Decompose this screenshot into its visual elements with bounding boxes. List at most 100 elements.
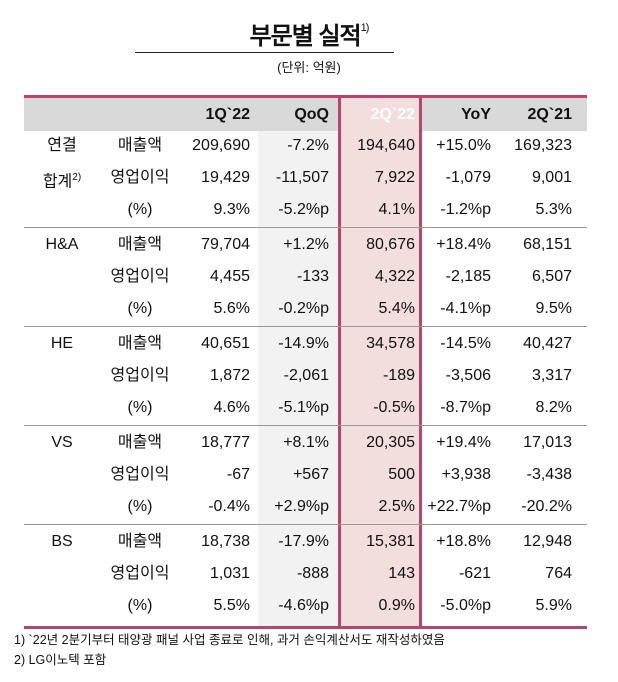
row-label: 영업이익 bbox=[110, 268, 170, 285]
row-label: 영업이익 bbox=[110, 466, 170, 483]
table-cell: 18,738 bbox=[201, 533, 250, 550]
group-separator bbox=[24, 326, 587, 327]
table-cell: 68,151 bbox=[523, 236, 572, 253]
table-cell: -0.5% bbox=[373, 399, 415, 416]
table-cell: 143 bbox=[388, 565, 415, 582]
table-cell: 12,948 bbox=[523, 533, 572, 550]
table-cell: -4.6%p bbox=[278, 597, 329, 614]
column-header: 1Q`22 bbox=[205, 106, 250, 123]
table-cell: -20.2% bbox=[521, 498, 572, 515]
group-separator bbox=[24, 227, 587, 228]
table-cell: 18,777 bbox=[201, 434, 250, 451]
table-cell: -5.2%p bbox=[278, 201, 329, 218]
group-footnote-mark: 2) bbox=[72, 172, 82, 183]
row-label: 매출액 bbox=[117, 236, 163, 253]
table-cell: -621 bbox=[458, 565, 491, 582]
table-cell: -1,079 bbox=[445, 169, 491, 186]
table-cell: -3,438 bbox=[526, 466, 572, 483]
row-label: 영업이익 bbox=[110, 565, 170, 582]
table-cell: +8.1% bbox=[283, 434, 329, 451]
table-cell: 5.4% bbox=[378, 300, 415, 317]
table-cell: +3,938 bbox=[441, 466, 491, 483]
table-cell: -133 bbox=[296, 268, 329, 285]
row-label: 매출액 bbox=[117, 533, 163, 550]
table-cell: 1,031 bbox=[209, 565, 250, 582]
table-cell: -11,507 bbox=[275, 169, 329, 186]
table-cell: -17.9% bbox=[278, 533, 329, 550]
group-name: HE bbox=[50, 335, 74, 352]
table-cell: 5.3% bbox=[535, 201, 572, 218]
table-cell: 19,429 bbox=[201, 169, 250, 186]
table-cell: -67 bbox=[226, 466, 250, 483]
table-cell: 15,381 bbox=[366, 533, 415, 550]
table-cell: 4,455 bbox=[209, 268, 250, 285]
row-label: 매출액 bbox=[117, 434, 163, 451]
table-cell: 6,507 bbox=[531, 268, 572, 285]
table-cell: 79,704 bbox=[201, 236, 250, 253]
table-cell: +22.7%p bbox=[427, 498, 491, 515]
table-cell: -3,506 bbox=[445, 367, 491, 384]
table-cell: 7,922 bbox=[374, 169, 415, 186]
table-cell: +1.2% bbox=[283, 236, 329, 253]
table-cell: -0.2%p bbox=[278, 300, 329, 317]
group-name: 연결 bbox=[47, 137, 77, 154]
table-cell: -2,185 bbox=[445, 268, 491, 285]
group-separator bbox=[24, 425, 587, 426]
column-header: 2Q`21 bbox=[527, 106, 572, 123]
row-label: (%) bbox=[127, 399, 153, 416]
table-cell: 5.9% bbox=[535, 597, 572, 614]
table-cell: -8.7%p bbox=[440, 399, 491, 416]
table-cell: 34,578 bbox=[366, 335, 415, 352]
table-cell: 764 bbox=[545, 565, 572, 582]
column-header: YoY bbox=[461, 106, 491, 123]
table-cell: 40,427 bbox=[523, 335, 572, 352]
row-label: (%) bbox=[127, 300, 153, 317]
table-cell: 5.6% bbox=[213, 300, 250, 317]
row-label: (%) bbox=[127, 201, 153, 218]
table-cell: -2,061 bbox=[283, 367, 329, 384]
highlight-column bbox=[338, 98, 422, 626]
table-cell: 9.5% bbox=[535, 300, 572, 317]
table-cell: +19.4% bbox=[436, 434, 491, 451]
table-cell: +18.8% bbox=[436, 533, 491, 550]
column-header: QoQ bbox=[294, 106, 329, 123]
table-cell: -14.9% bbox=[278, 335, 329, 352]
table-cell: -888 bbox=[296, 565, 329, 582]
title-footnote-mark: 1) bbox=[360, 22, 370, 34]
table-cell: 0.9% bbox=[378, 597, 415, 614]
footnote-1: 1) `22년 2분기부터 태양광 패널 사업 종료로 인해, 과거 손익계산서… bbox=[14, 633, 445, 647]
table-cell: 500 bbox=[388, 466, 415, 483]
table-cell: -5.1%p bbox=[278, 399, 329, 416]
table-cell: 2.5% bbox=[378, 498, 415, 515]
table-cell: +2.9%p bbox=[274, 498, 329, 515]
table-cell: 8.2% bbox=[535, 399, 572, 416]
unit-label: (단위: 억원) bbox=[277, 60, 341, 75]
table-cell: +567 bbox=[292, 466, 329, 483]
table-cell: 169,323 bbox=[514, 137, 572, 154]
table-cell: -1.2%p bbox=[440, 201, 491, 218]
table-cell: 4,322 bbox=[374, 268, 415, 285]
table-cell: 1,872 bbox=[209, 367, 250, 384]
table-cell: 20,305 bbox=[366, 434, 415, 451]
row-label: 매출액 bbox=[117, 137, 163, 154]
footnote-2: 2) LG이노텍 포함 bbox=[14, 653, 107, 667]
table-cell: -0.4% bbox=[208, 498, 250, 515]
group-name-2: 합계2) bbox=[42, 172, 82, 191]
table-cell: -7.2% bbox=[287, 137, 329, 154]
table-cell: 4.1% bbox=[378, 201, 415, 218]
group-separator bbox=[24, 524, 587, 525]
table-cell: -14.5% bbox=[440, 335, 491, 352]
row-label: (%) bbox=[127, 498, 153, 515]
table-cell: -4.1%p bbox=[440, 300, 491, 317]
title-text: 부문별 실적 bbox=[249, 23, 362, 50]
row-label: (%) bbox=[127, 597, 153, 614]
table-cell: 194,640 bbox=[357, 137, 415, 154]
group-name: H&A bbox=[45, 236, 79, 253]
qoq-column-bg bbox=[258, 131, 338, 626]
table-cell: -189 bbox=[382, 367, 415, 384]
table-cell: +18.4% bbox=[436, 236, 491, 253]
table-cell: 40,651 bbox=[201, 335, 250, 352]
row-label: 영업이익 bbox=[110, 367, 170, 384]
row-label: 매출액 bbox=[117, 335, 163, 352]
table-cell: 80,676 bbox=[366, 236, 415, 253]
